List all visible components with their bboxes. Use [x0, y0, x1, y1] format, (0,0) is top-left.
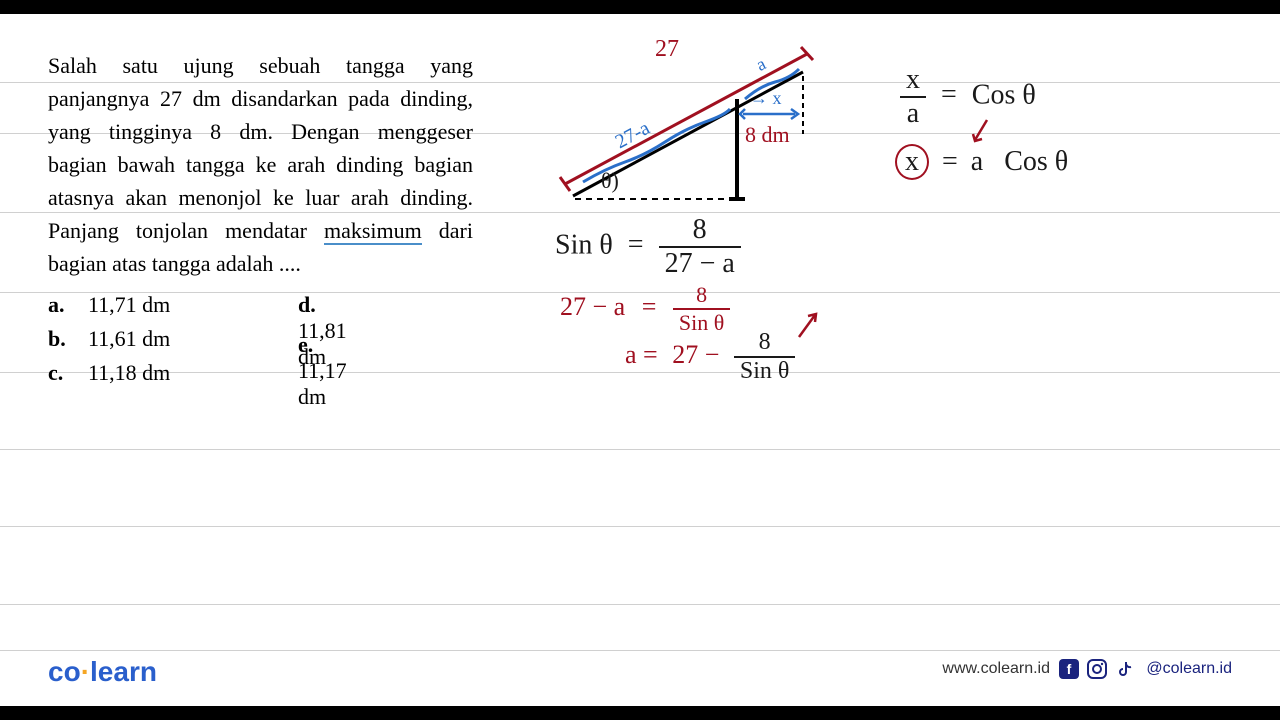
option-text: 11,61 dm	[88, 326, 170, 352]
social-links: f @colearn.id	[1058, 658, 1232, 680]
eq4-eq: =	[642, 292, 657, 321]
footer: co·learn www.colearn.id f @colearn.id	[0, 648, 1280, 688]
label-27: 27	[655, 36, 679, 63]
label-theta: θ)	[601, 168, 619, 194]
eq5-den: Sin θ	[734, 358, 796, 385]
eq-sin-theta: Sin θ = 8 27 − a	[555, 214, 741, 280]
website-url: www.colearn.id	[942, 660, 1050, 678]
eq-27-minus-a: 27 − a = 8 Sin θ	[560, 282, 730, 336]
eq1-num: x	[900, 64, 926, 98]
eq3-den: 27 − a	[659, 248, 741, 280]
eq-x-equals: x = a Cos θ	[895, 144, 1068, 180]
eq1-rhs: Cos θ	[972, 79, 1036, 110]
option-b: b. 11,61 dm	[48, 326, 170, 352]
facebook-icon: f	[1058, 658, 1080, 680]
answer-options: a. 11,71 dm b. 11,61 dm c. 11,18 dm d. 1…	[48, 292, 170, 394]
eq1-den: a	[900, 98, 926, 130]
content-area: Salah satu ujung sebuah tangga yang panj…	[0, 14, 1280, 706]
logo-learn: learn	[90, 656, 157, 687]
logo-co: co	[48, 656, 81, 687]
option-label: a.	[48, 292, 88, 318]
question-underlined: maksimum	[324, 218, 422, 245]
eq3-lhs: Sin θ	[555, 229, 613, 260]
option-e: e. 11,17 dm	[298, 332, 347, 410]
option-a: a. 11,71 dm	[48, 292, 170, 318]
label-x-arrow: → x	[750, 88, 782, 109]
eq5-num: 8	[734, 329, 796, 358]
eq-a-equals: a = 27 − 8 Sin θ	[625, 329, 795, 385]
option-text: 11,71 dm	[88, 292, 170, 318]
eq4-num: 8	[673, 282, 730, 310]
eq2-a: a	[971, 146, 983, 177]
logo: co·learn	[48, 656, 157, 688]
social-handle: @colearn.id	[1146, 660, 1232, 678]
top-bar	[0, 0, 1280, 14]
label-8dm: 8 dm	[745, 122, 790, 148]
tiktok-icon	[1114, 658, 1136, 680]
eq3-eq: =	[628, 229, 644, 260]
eq1-eq: =	[941, 79, 957, 110]
eq5-lhs: a =	[625, 340, 658, 369]
option-label: e.	[298, 332, 338, 358]
eq2-cos: Cos θ	[1004, 146, 1068, 177]
question-text: Salah satu ujung sebuah tangga yang panj…	[48, 49, 473, 280]
question-part1: Salah satu ujung sebuah tangga yang panj…	[48, 53, 473, 243]
circled-x: x	[895, 144, 929, 180]
option-label: b.	[48, 326, 88, 352]
svg-text:f: f	[1067, 661, 1072, 677]
ladder-diagram: 27 27-a a → x 8 dm θ)	[545, 44, 825, 204]
eq5-27: 27 −	[672, 340, 719, 369]
bottom-bar	[0, 706, 1280, 720]
eq2-eq: =	[942, 146, 958, 177]
option-text: 11,18 dm	[88, 360, 170, 386]
eq3-num: 8	[659, 214, 741, 248]
option-label: d.	[298, 292, 338, 318]
option-c: c. 11,18 dm	[48, 360, 170, 386]
instagram-icon	[1086, 658, 1108, 680]
option-text: 11,17 dm	[298, 358, 347, 409]
option-label: c.	[48, 360, 88, 386]
eq4-lhs: 27 − a	[560, 292, 625, 321]
logo-dot: ·	[81, 656, 90, 687]
